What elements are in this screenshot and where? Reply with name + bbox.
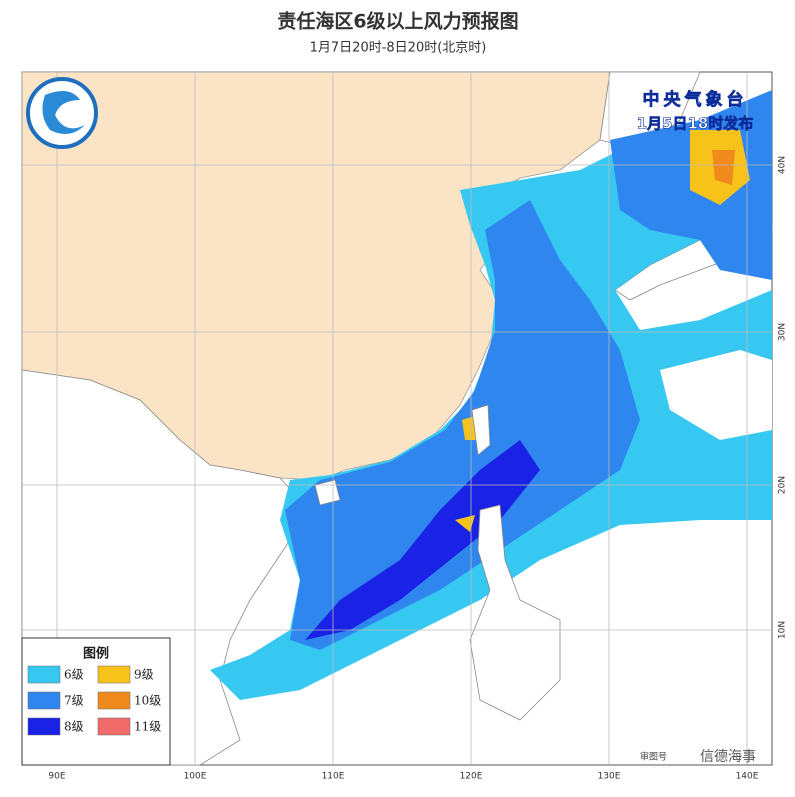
issue-time: 1月5日18时发布 xyxy=(637,115,754,133)
legend-swatch xyxy=(97,717,131,736)
legend-swatch xyxy=(97,665,131,684)
wind-area-10 xyxy=(712,150,735,185)
longitude-label: 90E xyxy=(48,772,65,782)
map: 中央气象台 1月5日18时发布 图例 6级 7级 8级 9级 10级 11级 审图号 信德… xyxy=(21,71,773,766)
hainan xyxy=(314,479,341,506)
longitude-label: 120E xyxy=(460,772,483,782)
legend-swatch xyxy=(27,665,61,684)
latitude-label: 30N xyxy=(778,323,788,341)
legend-label: 9级 xyxy=(134,668,154,682)
longitude-label: 100E xyxy=(184,772,207,782)
graticule xyxy=(22,72,772,765)
title: 责任海区6级以上风力预报图 xyxy=(277,10,518,33)
legend-swatch xyxy=(27,691,61,710)
logo xyxy=(26,77,98,149)
latitude-label: 40N xyxy=(778,156,788,174)
philippines xyxy=(469,504,561,721)
legend-label: 7级 xyxy=(64,694,84,708)
longitude-label: 140E xyxy=(736,772,759,782)
longitude-label: 110E xyxy=(322,772,345,782)
watermark: 信德海事 xyxy=(700,749,756,765)
legend-label: 6级 xyxy=(64,668,84,682)
legend-label: 8级 xyxy=(64,720,84,734)
legend-label: 10级 xyxy=(134,694,161,708)
legend-title: 图例 xyxy=(83,646,109,662)
subtitle: 1月7日20时-8日20时(北京时) xyxy=(310,41,487,56)
calm-area xyxy=(660,350,772,440)
legend-swatch xyxy=(27,717,61,736)
latitude-label: 10N xyxy=(778,621,788,639)
approval: 审图号 xyxy=(640,751,667,763)
wind-area-7 xyxy=(285,200,640,650)
longitude-label: 130E xyxy=(598,772,621,782)
legend-swatch xyxy=(97,691,131,710)
axes: 90E 100E 110E 120E 130E 140E 40N 30N 20N 10N xyxy=(48,156,787,782)
legend-label: 11级 xyxy=(134,720,161,734)
agency-name: 中央气象台 xyxy=(643,89,748,110)
legend: 图例 6级 7级 8级 9级 10级 11级 xyxy=(21,637,171,766)
wind-area-8 xyxy=(305,440,540,640)
latitude-label: 20N xyxy=(778,476,788,494)
taiwan xyxy=(471,404,491,456)
